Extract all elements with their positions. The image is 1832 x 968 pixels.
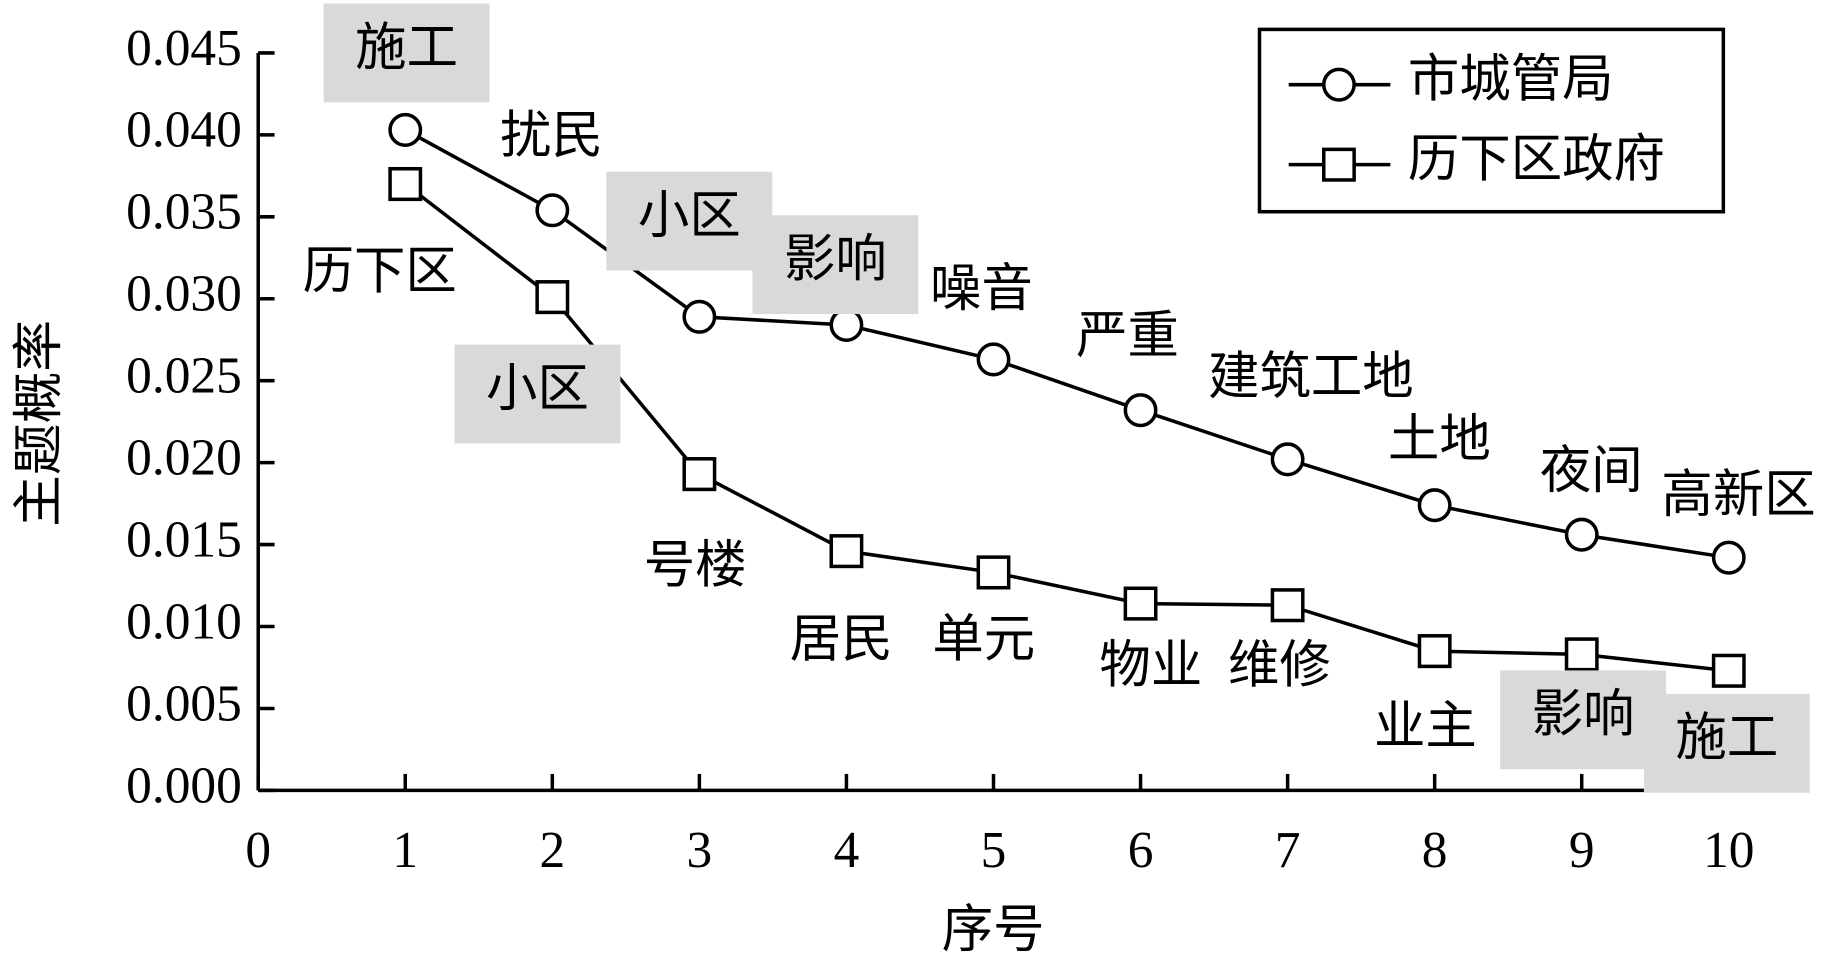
marker <box>1270 588 1305 623</box>
y-axis-title: 主题概率 <box>11 320 68 527</box>
marker <box>388 166 423 202</box>
point-label: 建筑工地 <box>1208 349 1414 406</box>
point-label: 维修 <box>1228 637 1331 694</box>
marker <box>976 342 1011 377</box>
x-tick-label: 9 <box>1569 822 1595 879</box>
x-tick-label: 4 <box>834 822 860 879</box>
point-label: 土地 <box>1388 411 1491 468</box>
point-label: 高新区 <box>1661 467 1815 524</box>
x-tick-label: 5 <box>981 822 1007 879</box>
y-tick-label: 0.000 <box>126 757 242 814</box>
y-tick-label: 0.005 <box>126 675 242 732</box>
x-tick-label: 3 <box>687 822 713 879</box>
y-tick-label: 0.045 <box>126 20 242 77</box>
marker <box>1711 540 1746 575</box>
label-highlight <box>1643 693 1810 793</box>
label-highlight <box>1500 670 1667 770</box>
marker <box>1564 637 1599 672</box>
x-tick-label: 1 <box>392 822 418 879</box>
marker <box>1123 586 1158 621</box>
y-tick-label: 0.010 <box>126 593 242 650</box>
x-axis-title: 序号 <box>942 902 1045 959</box>
point-label: 严重 <box>1076 308 1179 365</box>
label-highlight <box>323 3 490 103</box>
marker <box>1564 517 1599 552</box>
y-tick-label: 0.035 <box>126 184 242 241</box>
point-label: 施工 <box>355 20 458 77</box>
point-label: 夜间 <box>1540 443 1643 500</box>
marker <box>1270 442 1305 477</box>
legend-marker <box>1322 147 1356 182</box>
y-tick-label: 0.030 <box>126 265 242 322</box>
label-highlight <box>606 171 773 271</box>
marker <box>535 280 570 315</box>
x-tick-label: 0 <box>245 822 271 879</box>
marker <box>829 307 864 343</box>
point-label: 噪音 <box>930 261 1033 318</box>
marker <box>682 299 717 334</box>
point-label: 影响 <box>1532 687 1635 744</box>
series-line <box>404 182 1729 673</box>
marker <box>1417 488 1452 523</box>
marker <box>1711 653 1746 688</box>
point-label: 扰民 <box>500 108 603 165</box>
point-label: 号楼 <box>644 537 747 594</box>
point-label: 单元 <box>932 611 1035 668</box>
x-tick-label: 2 <box>539 822 565 879</box>
point-label: 施工 <box>1675 710 1778 767</box>
marker <box>1123 393 1158 428</box>
marker <box>1417 634 1452 669</box>
x-tick-label: 8 <box>1422 822 1448 879</box>
marker <box>829 534 864 569</box>
marker <box>388 112 423 148</box>
point-label: 物业 <box>1099 637 1202 694</box>
point-label: 影响 <box>784 231 887 288</box>
x-tick-label: 10 <box>1703 822 1754 879</box>
point-label: 业主 <box>1374 698 1477 755</box>
x-tick-label: 6 <box>1128 822 1154 879</box>
marker <box>682 457 717 492</box>
y-tick-label: 0.020 <box>126 429 242 486</box>
marker <box>976 555 1011 590</box>
y-tick-label: 0.025 <box>126 347 242 404</box>
x-tick-label: 7 <box>1275 822 1301 879</box>
y-tick-label: 0.015 <box>126 511 242 568</box>
point-label: 小区 <box>638 188 741 245</box>
marker <box>535 193 570 228</box>
point-label: 居民 <box>790 611 893 668</box>
label-highlight <box>454 344 621 444</box>
point-label: 小区 <box>486 361 589 418</box>
legend-label: 历下区政府 <box>1408 131 1665 188</box>
point-label: 历下区 <box>303 243 457 300</box>
legend-label: 市城管局 <box>1408 51 1614 108</box>
label-highlight <box>752 215 919 315</box>
y-tick-label: 0.040 <box>126 102 242 159</box>
legend-marker <box>1322 67 1356 102</box>
